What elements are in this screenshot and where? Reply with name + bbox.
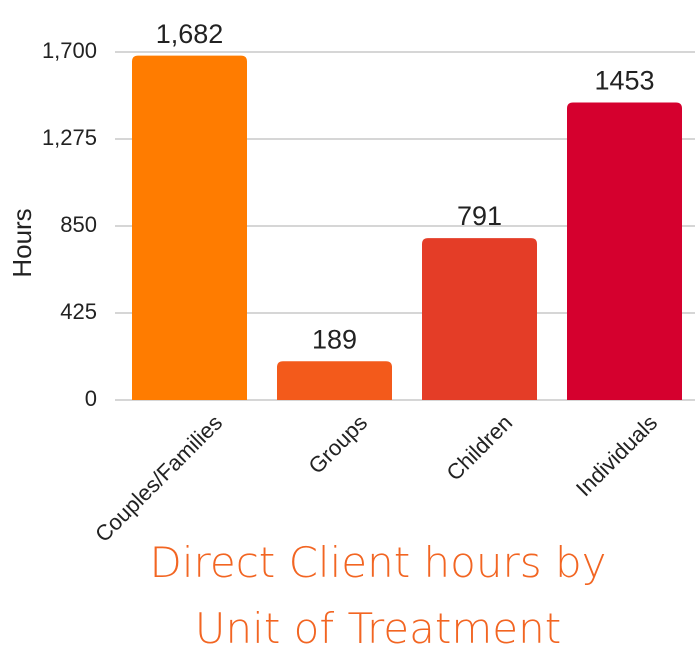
value-label: 189 [312, 324, 357, 354]
x-tick-label: Children [442, 410, 518, 486]
bar [567, 102, 682, 401]
y-tick-label: 0 [85, 386, 97, 411]
y-tick-label: 1,275 [42, 125, 97, 150]
x-tick-label: Individuals [571, 410, 662, 501]
y-tick-label: 850 [60, 212, 97, 237]
value-label: 1453 [594, 66, 654, 96]
y-tick-label: 1,700 [42, 38, 97, 63]
x-tick-label: Groups [303, 410, 372, 479]
x-tick-label: Couples/Families [90, 410, 227, 547]
bar [422, 238, 537, 400]
bar [277, 361, 392, 400]
y-axis-label: Hours [7, 208, 37, 277]
value-label: 791 [457, 201, 502, 231]
y-tick-label: 425 [60, 299, 97, 324]
value-label: 1,682 [156, 19, 224, 49]
chart-title: Direct Client hours by Unit of Treatment [149, 538, 607, 653]
bar [132, 55, 247, 401]
